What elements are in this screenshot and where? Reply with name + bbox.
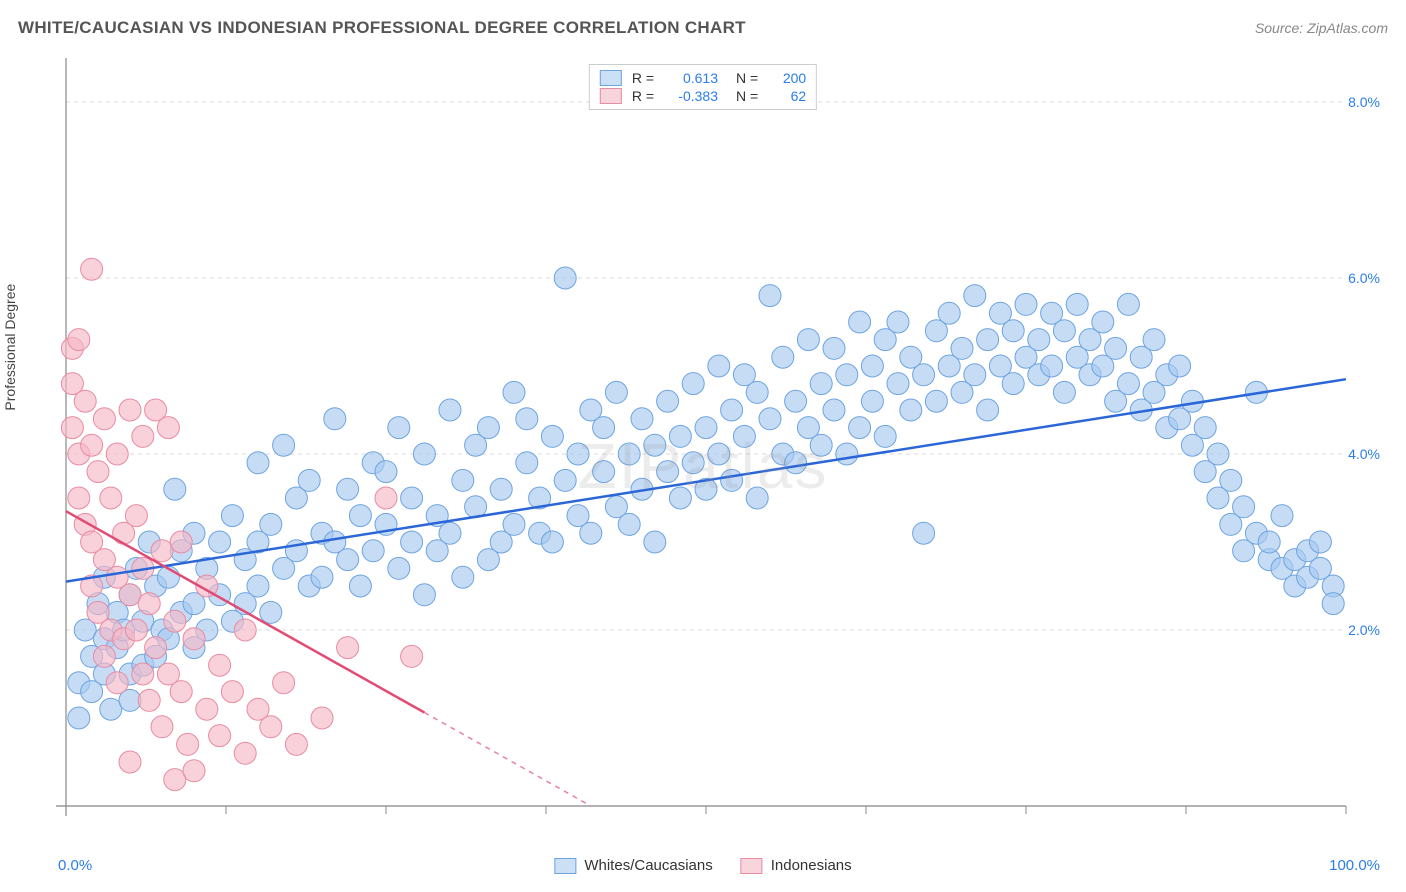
- y-tick-label: 2.0%: [1348, 622, 1380, 638]
- r-label: R =: [632, 70, 654, 86]
- n-label: N =: [736, 88, 758, 104]
- legend-series-label: Indonesians: [771, 857, 852, 874]
- r-label: R =: [632, 88, 654, 104]
- legend-stats-row: R = -0.383 N = 62: [600, 87, 806, 105]
- source-label: Source: ZipAtlas.com: [1255, 20, 1388, 36]
- legend-stats-row: R = 0.613 N = 200: [600, 69, 806, 87]
- n-value: 62: [768, 88, 806, 104]
- y-tick-label: 8.0%: [1348, 94, 1380, 110]
- r-value: -0.383: [664, 88, 718, 104]
- legend-swatch: [600, 88, 622, 104]
- legend-stats-box: R = 0.613 N = 200 R = -0.383 N = 62: [589, 64, 817, 110]
- legend-series-label: Whites/Caucasians: [584, 857, 712, 874]
- legend-swatch: [741, 858, 763, 874]
- y-axis-label: Professional Degree: [2, 284, 18, 411]
- y-tick-label: 4.0%: [1348, 446, 1380, 462]
- legend-series: Whites/Caucasians Indonesians: [554, 857, 851, 874]
- x-axis-min-label: 0.0%: [58, 857, 92, 874]
- scatter-chart: [18, 58, 1388, 874]
- legend-swatch: [600, 70, 622, 86]
- y-tick-label: 6.0%: [1348, 270, 1380, 286]
- n-value: 200: [768, 70, 806, 86]
- n-label: N =: [736, 70, 758, 86]
- legend-series-item: Whites/Caucasians: [554, 857, 712, 874]
- chart-title: WHITE/CAUCASIAN VS INDONESIAN PROFESSION…: [18, 18, 746, 38]
- header: WHITE/CAUCASIAN VS INDONESIAN PROFESSION…: [18, 18, 1388, 38]
- legend-series-item: Indonesians: [741, 857, 852, 874]
- r-value: 0.613: [664, 70, 718, 86]
- x-axis-max-label: 100.0%: [1329, 857, 1380, 874]
- chart-container: Professional Degree ZIPatlas R =0.613N =…: [18, 58, 1388, 874]
- legend-swatch: [554, 858, 576, 874]
